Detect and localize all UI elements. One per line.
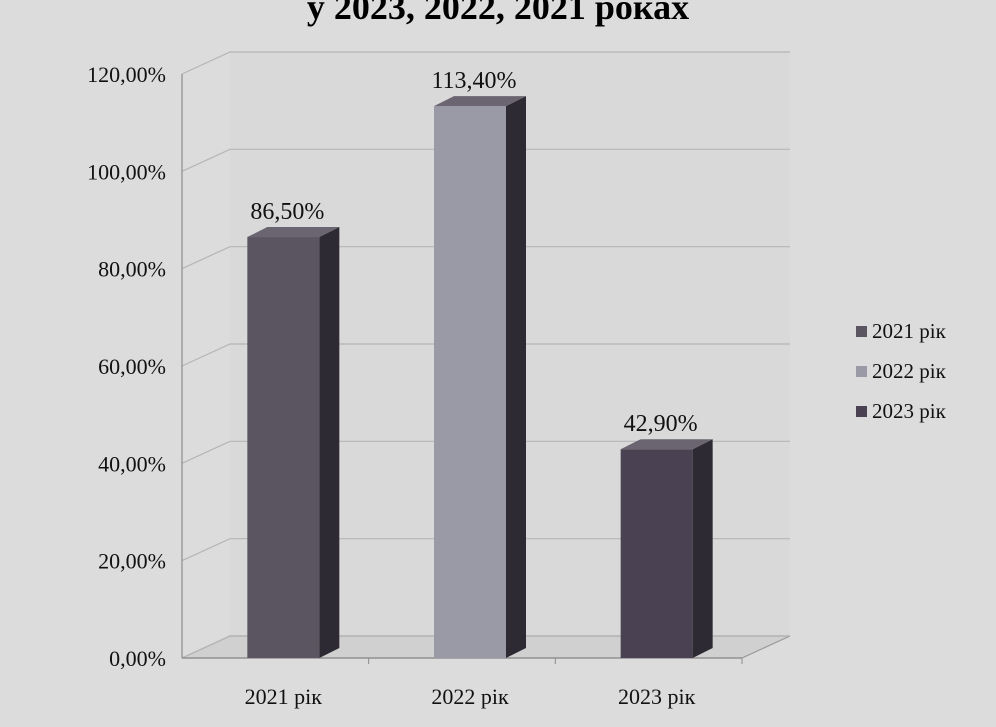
legend-swatch [856,366,867,377]
bar-top [620,439,713,450]
y-tick-label: 120,00% [87,62,166,87]
bar-3 [620,439,713,658]
gridline [181,148,790,172]
y-tick-label: 40,00% [98,451,166,476]
gridline [181,635,790,659]
bar-front [247,237,320,659]
y-tick-label: 0,00% [109,646,166,671]
x-tick-label: 2022 рік [431,684,509,709]
bar-top [247,227,340,238]
x-tick-label: 2023 рік [618,684,696,709]
y-tick-label: 80,00% [98,257,166,282]
bar-top [434,96,526,107]
data-label: 86,50% [250,199,324,225]
gridline [181,51,790,75]
gridline [181,343,790,367]
legend: 2021 рік 2022 рік 2023 рік [856,319,947,423]
legend-swatch [856,406,867,417]
gridline [181,440,790,464]
data-label: 42,90% [624,411,698,437]
chart-title: у 2023, 2022, 2021 роках [306,0,690,27]
x-tick-label: 2021 рік [245,684,323,709]
bar-side [692,439,713,658]
y-tick-label: 60,00% [98,354,166,379]
legend-entry: 2022 рік [872,359,947,383]
bar-front [434,106,506,659]
gridline [181,538,790,562]
legend-entry: 2021 рік [872,319,947,343]
bar-1 [247,227,340,659]
bar-side [506,96,526,659]
legend-swatch [856,326,867,337]
bars [247,96,713,659]
y-tick-label: 100,00% [87,159,166,184]
legend-entry: 2023 рік [872,399,947,423]
y-tick-label: 20,00% [98,549,166,574]
gridline [181,246,790,270]
data-labels: 86,50% 113,40% 42,90% [250,68,697,437]
bar-side [319,227,340,659]
bar-2 [434,96,526,659]
bar-front [620,449,693,658]
tick-labels: 0,00% 20,00% 40,00% 60,00% 80,00% 100,00% 120,… [87,62,695,709]
data-label: 113,40% [431,68,516,94]
